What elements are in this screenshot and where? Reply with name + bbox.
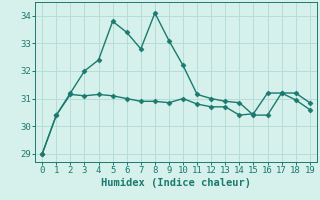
X-axis label: Humidex (Indice chaleur): Humidex (Indice chaleur) [101, 178, 251, 188]
